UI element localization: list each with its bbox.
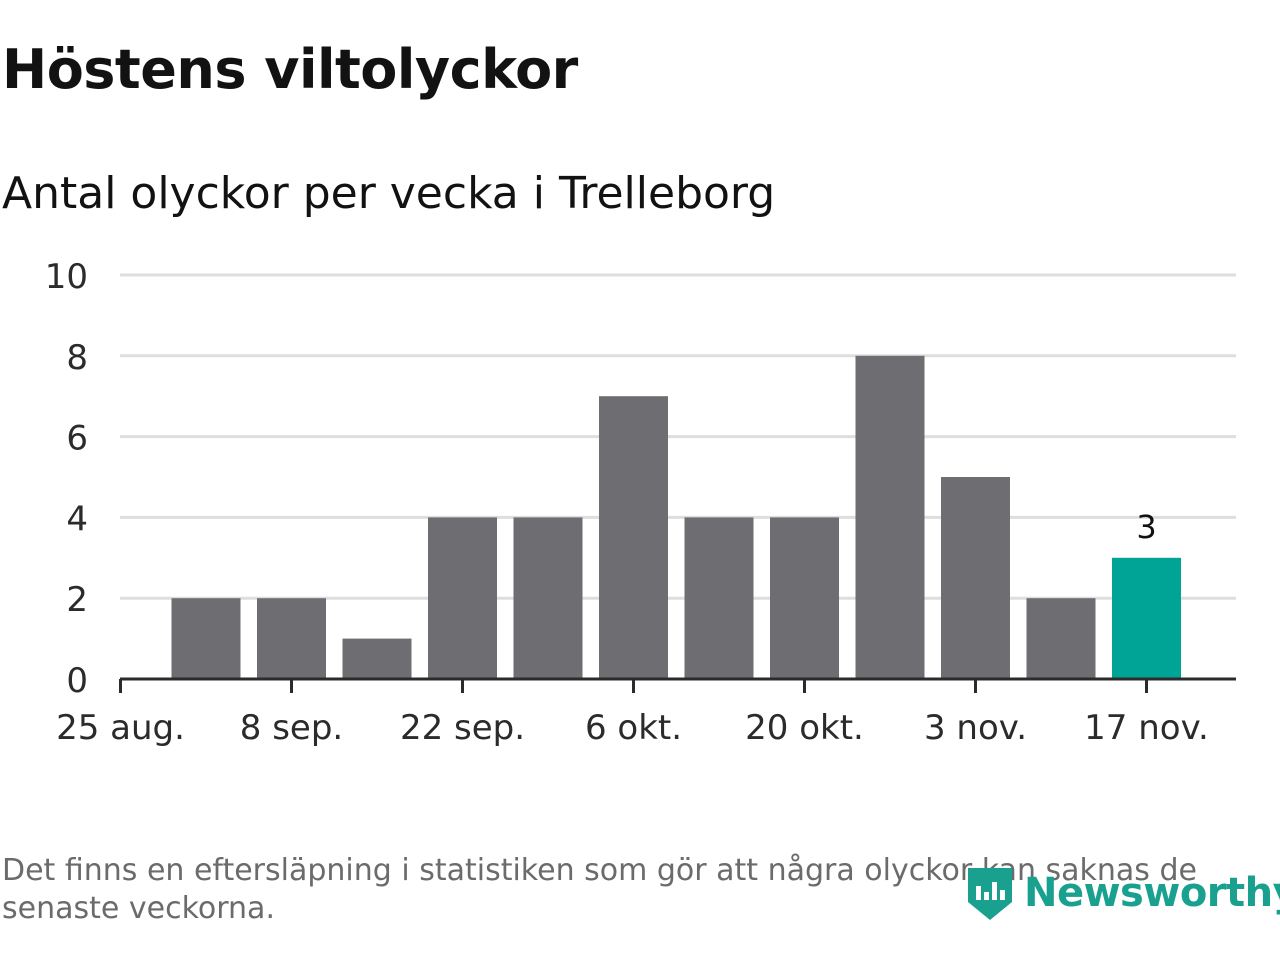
bar-chart-shield-icon <box>968 868 1012 920</box>
bar-chart: 0 2 4 6 8 10 25 aug. 8 sep. 22 sep. 6 okt. 20 okt… <box>45 257 1236 748</box>
data-label: 3 <box>1136 508 1156 546</box>
newsworthy-logo: Newsworthy <box>964 862 1280 924</box>
x-tick-label: 20 okt. <box>745 708 864 748</box>
y-tick-label: 6 <box>66 419 88 459</box>
bar-20-okt- <box>770 517 839 679</box>
bar-6-okt- <box>599 396 668 679</box>
y-axis-ticks: 0 2 4 6 8 10 <box>45 257 88 701</box>
bar-13-okt- <box>684 517 754 679</box>
bar-15-sep- <box>342 638 412 679</box>
x-tick-label: 8 sep. <box>240 708 343 748</box>
bar-10-nov- <box>1026 598 1096 679</box>
bar-27-okt- <box>855 355 925 679</box>
annotations: 3 <box>1136 508 1156 546</box>
y-tick-label: 2 <box>66 580 88 620</box>
bar-3-nov- <box>941 477 1010 679</box>
bar-1-sep- <box>171 598 241 679</box>
x-tick-label: 17 nov. <box>1084 708 1209 748</box>
x-tick-label: 3 nov. <box>924 708 1027 748</box>
y-tick-label: 10 <box>45 257 88 297</box>
grid-lines <box>120 273 1236 600</box>
chart-subtitle: Antal olyckor per vecka i Trelleborg <box>2 168 776 219</box>
y-tick-label: 4 <box>66 499 88 539</box>
bar-17-nov- <box>1112 557 1181 679</box>
x-tick-label: 25 aug. <box>56 708 185 748</box>
bar-22-sep- <box>428 517 497 679</box>
bar-29-sep- <box>513 517 583 679</box>
y-tick-label: 8 <box>66 338 88 378</box>
x-tick-label: 22 sep. <box>400 708 525 748</box>
bars <box>171 355 1181 679</box>
y-tick-label: 0 <box>66 661 88 701</box>
chart-title: Höstens viltolyckor <box>2 38 578 101</box>
x-axis: 25 aug. 8 sep. 22 sep. 6 okt. 20 okt. 3 nov. 1… <box>56 677 1236 748</box>
x-tick-label: 6 okt. <box>585 708 682 748</box>
bar-8-sep- <box>257 598 326 679</box>
logo-text: Newsworthy <box>1024 870 1280 916</box>
